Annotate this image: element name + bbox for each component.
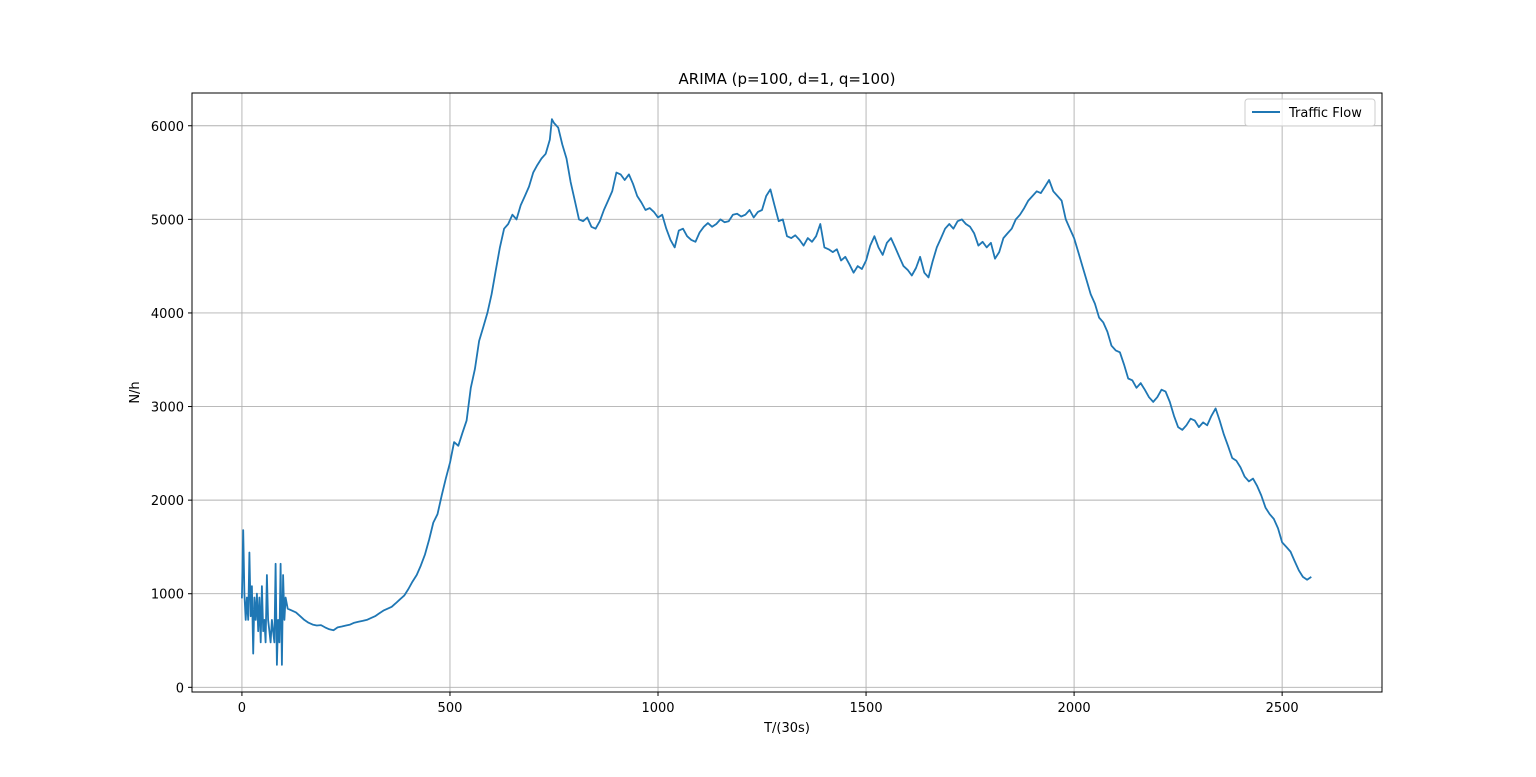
x-axis-label: T/(30s) [763,721,810,736]
legend: Traffic Flow [1244,98,1376,127]
y-tick-label: 6000 [151,120,184,135]
legend-label-traffic-flow: Traffic Flow [1288,106,1362,121]
x-tick-label: 0 [238,701,246,716]
series-layer [241,118,1312,666]
y-tick-label: 3000 [151,401,184,416]
x-tick-label: 1500 [850,701,883,716]
y-tick-label: 5000 [151,213,184,228]
y-tick-label: 4000 [151,307,184,322]
x-tick-label: 2500 [1266,701,1299,716]
grid-lines [192,93,1382,692]
axis-ticks: 0 500 1000 1500 2000 2500 0 1000 2000 3000 4000 500… [151,120,1299,716]
y-tick-label: 1000 [151,588,184,603]
y-tick-label: 2000 [151,494,184,509]
y-axis-label: N/h [128,381,143,403]
x-tick-label: 500 [438,701,463,716]
plot-frame [191,92,1383,693]
y-tick-label: 0 [176,681,184,696]
x-tick-label: 1000 [641,701,674,716]
chart-title: ARIMA (p=100, d=1, q=100) [679,70,896,88]
x-tick-label: 2000 [1058,701,1091,716]
series-line-traffic-flow [241,118,1312,666]
legend-box [1244,98,1376,127]
